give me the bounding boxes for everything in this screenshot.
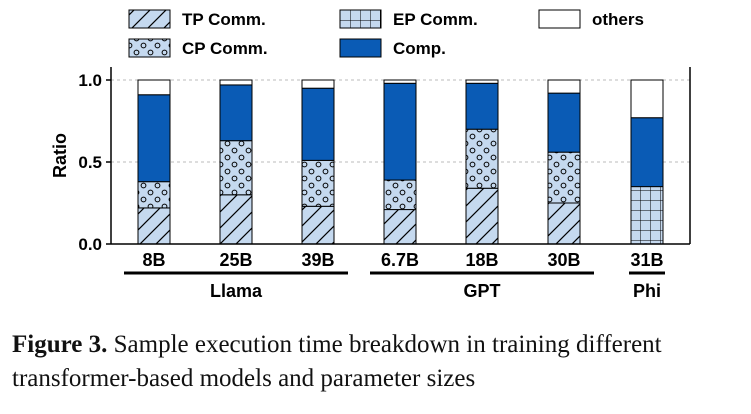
bar-segment-cp-comm-39b <box>301 159 335 207</box>
legend-label-tp-comm: TP Comm. <box>182 10 266 29</box>
group-label-gpt: GPT <box>463 281 500 301</box>
y-tick-label: 0.5 <box>78 153 102 172</box>
y-axis-title: Ratio <box>50 133 70 178</box>
group-label-llama: Llama <box>210 281 263 301</box>
caption-text: Sample execution time breakdown in train… <box>12 331 662 392</box>
bar-segment-comp-39b <box>301 87 335 161</box>
x-tick-label-31b: 31B <box>630 250 663 270</box>
x-tick-label-18b: 18B <box>465 250 498 270</box>
group-label-phi: Phi <box>633 281 661 301</box>
bar-segment-others-18b <box>465 79 499 84</box>
bar-segment-comp-8b <box>137 94 171 183</box>
x-tick-label-25b: 25B <box>219 250 252 270</box>
legend-label-ep-comm: EP Comm. <box>393 10 478 29</box>
x-tick-label-8b: 8B <box>142 250 165 270</box>
legend-swatch-comp <box>339 38 382 58</box>
bar-segment-tp-comm-18b <box>465 187 499 245</box>
bar-segment-cp-comm-8b <box>137 181 171 209</box>
legend-label-others: others <box>592 10 644 29</box>
bar-segment-cp-comm-18b <box>465 128 499 189</box>
legend-swatch-ep-comm <box>339 9 382 29</box>
bars <box>137 79 664 245</box>
bar-segment-others-8b <box>137 79 171 96</box>
bar-segment-cp-comm-30b <box>547 151 581 204</box>
legend-swatch-tp-comm <box>128 9 171 29</box>
bar-segment-others-31b <box>630 79 664 119</box>
bar-segment-comp-18b <box>465 82 499 130</box>
bar-segment-comp-31b <box>630 117 664 188</box>
legend-label-comp: Comp. <box>393 39 446 58</box>
x-tick-label-39b: 39B <box>301 250 334 270</box>
bar-segment-comp-6-7b <box>383 82 417 181</box>
bar-segment-tp-comm-30b <box>547 202 581 245</box>
bar-segment-others-39b <box>301 79 335 89</box>
bar-segment-tp-comm-6-7b <box>383 209 417 245</box>
legend-swatch-cp-comm <box>128 38 171 58</box>
bar-segment-cp-comm-6-7b <box>383 179 417 211</box>
caption-label: Figure 3. <box>12 331 108 358</box>
legend-swatch-others <box>538 9 581 29</box>
chart: TP Comm. EP Comm. others CP Comm. Comp. 0.0 0… <box>50 9 691 301</box>
legend-label-cp-comm: CP Comm. <box>182 39 268 58</box>
bar-segment-tp-comm-39b <box>301 205 335 245</box>
y-tick-label: 0.0 <box>78 235 102 254</box>
y-tick-label: 1.0 <box>78 71 102 90</box>
bar-segment-ep-comm-31b <box>630 186 664 245</box>
x-tick-label-30b: 30B <box>547 250 580 270</box>
bar-segment-comp-30b <box>547 92 581 153</box>
figure-caption: Figure 3. Sample execution time breakdow… <box>12 328 740 396</box>
bar-segment-tp-comm-25b <box>219 194 253 245</box>
axes <box>106 67 691 275</box>
axis-labels: 0.0 0.5 1.0 Ratio 8B 25B 39B 6.7B 18B 30B 31B Llama… <box>50 71 664 301</box>
legend: TP Comm. EP Comm. others CP Comm. Comp. <box>128 9 644 58</box>
bar-segment-others-6-7b <box>383 79 417 84</box>
bar-segment-comp-25b <box>219 84 253 142</box>
bar-segment-others-25b <box>219 79 253 86</box>
bar-segment-tp-comm-8b <box>137 207 171 245</box>
bar-segment-others-30b <box>547 79 581 94</box>
bar-segment-cp-comm-25b <box>219 140 253 196</box>
x-tick-label-6-7b: 6.7B <box>381 250 419 270</box>
